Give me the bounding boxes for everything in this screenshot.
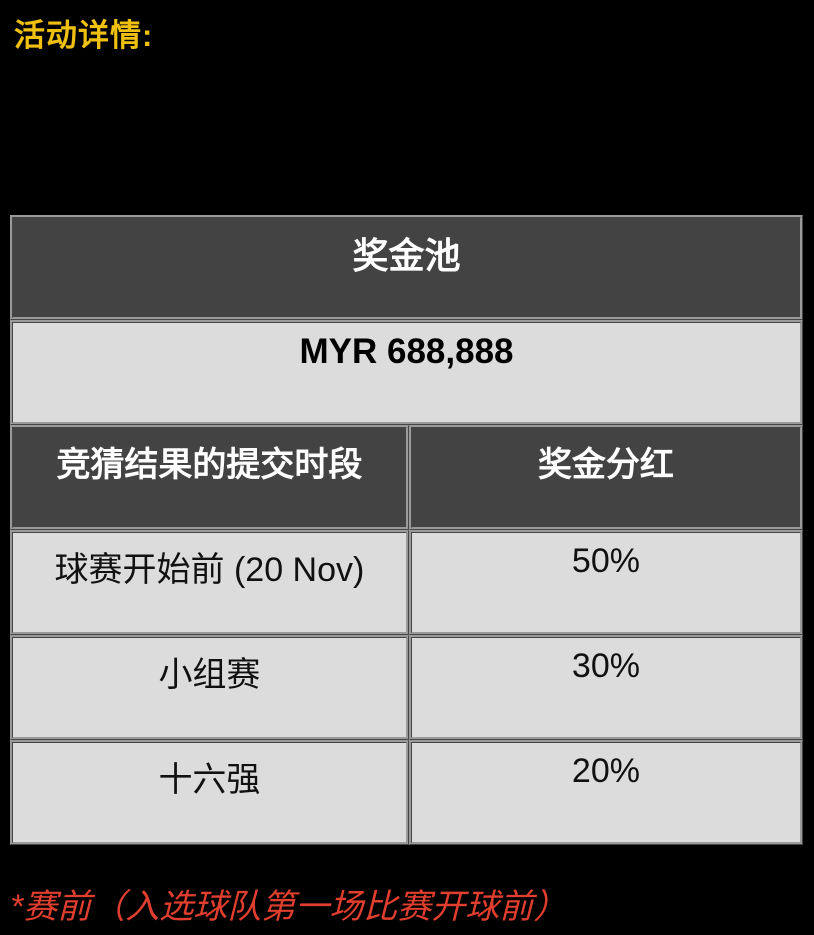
share-cell: 50%: [408, 530, 803, 635]
period-cell: 十六强: [10, 740, 409, 845]
table-row: 十六强 20%: [10, 740, 803, 845]
table-row: 奖金池: [10, 215, 803, 320]
period-cell: 球赛开始前 (20 Nov): [10, 530, 409, 635]
column-header-period: 竞猜结果的提交时段: [10, 425, 409, 530]
table-header-row: 竞猜结果的提交时段 奖金分红: [10, 425, 803, 530]
page-title: 活动详情:: [14, 18, 154, 53]
table-row: MYR 688,888: [10, 320, 803, 425]
prize-pool-amount-cell: MYR 688,888: [10, 320, 803, 425]
share-cell: 20%: [408, 740, 803, 845]
footnote-text: *赛前（入选球队第一场比赛开球前）: [10, 888, 568, 926]
prize-pool-table: 奖金池 MYR 688,888 竞猜结果的提交时段 奖金分红 球赛开始前 (20…: [10, 215, 803, 845]
share-cell: 30%: [408, 635, 803, 740]
table-row: 小组赛 30%: [10, 635, 803, 740]
period-cell: 小组赛: [10, 635, 409, 740]
column-header-share: 奖金分红: [408, 425, 803, 530]
table-row: 球赛开始前 (20 Nov) 50%: [10, 530, 803, 635]
prize-pool-title-cell: 奖金池: [10, 215, 803, 320]
